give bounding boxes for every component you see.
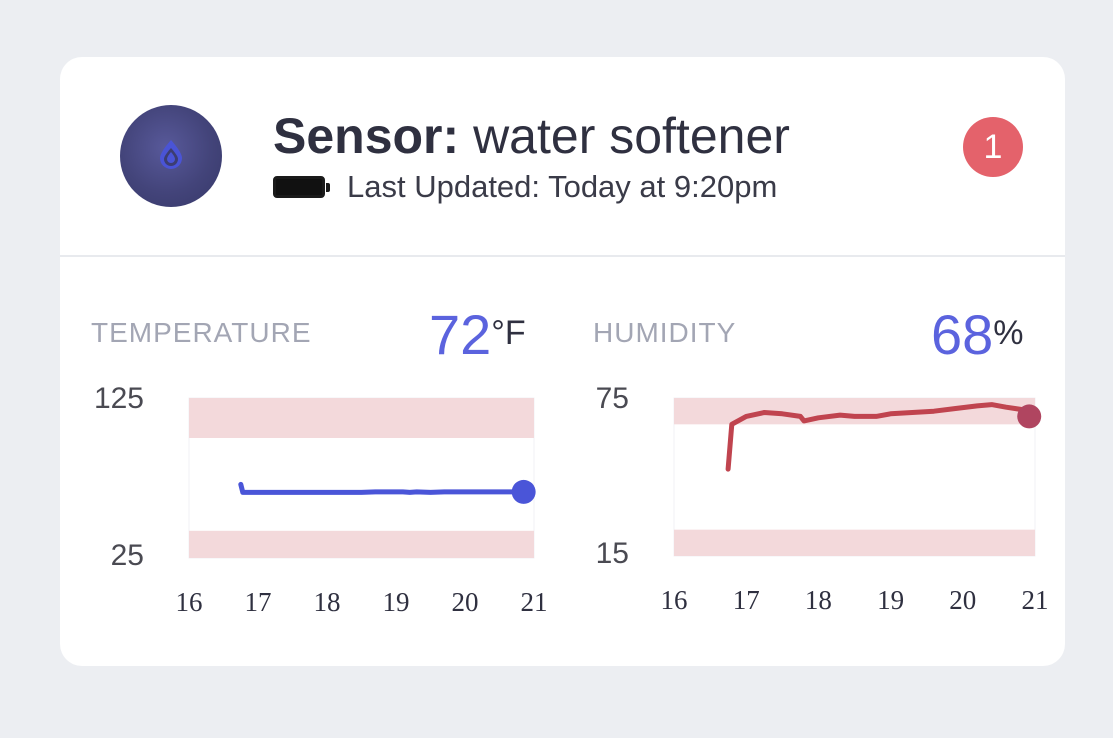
- sensor-title: Sensor: water softener: [273, 107, 790, 165]
- temperature-series-line: [238, 481, 527, 495]
- last-updated-text: Last Updated: Today at 9:20pm: [347, 169, 778, 204]
- temperature-x-tick-label: 18: [314, 587, 341, 617]
- temperature-x-tick-label: 19: [383, 587, 410, 617]
- humidity-y-tick-label: 15: [596, 537, 629, 570]
- humidity-x-tick-label: 21: [1022, 585, 1049, 615]
- humidity-range-band: [674, 398, 1035, 425]
- humidity-x-tick-label: 19: [877, 585, 904, 615]
- temperature-y-tick-label: 25: [111, 539, 144, 572]
- humidity-value-number: 68: [931, 303, 994, 366]
- humidity-chart: 75 15 16 17 18 19 20 21: [596, 382, 1049, 615]
- humidity-value: 68%: [931, 303, 1024, 380]
- humidity-x-tick-label: 16: [661, 585, 688, 615]
- temperature-y-tick-label: 125: [94, 382, 144, 415]
- temperature-label: TEMPERATURE: [91, 317, 312, 348]
- alert-count-badge[interactable]: 1: [963, 117, 1023, 177]
- temperature-x-tick-label: 21: [521, 587, 548, 617]
- humidity-series-line: [725, 402, 1032, 472]
- sensor-title-prefix: Sensor:: [273, 108, 460, 164]
- temperature-range-band: [189, 398, 534, 438]
- water-drop-icon: [153, 136, 189, 177]
- temperature-latest-point: [511, 479, 536, 504]
- temperature-x-tick-label: 20: [452, 587, 479, 617]
- humidity-x-tick-label: 18: [805, 585, 832, 615]
- sensor-avatar: [120, 105, 222, 207]
- temperature-chart: 125 25 16 17 18 19 20 21: [94, 382, 548, 617]
- sensor-card[interactable]: Sensor: water softener Last Updated: Tod…: [60, 57, 1065, 666]
- temperature-x-tick-label: 16: [176, 587, 203, 617]
- sensor-status-line: Last Updated: Today at 9:20pm: [273, 169, 777, 205]
- humidity-x-tick-label: 20: [949, 585, 976, 615]
- humidity-label: HUMIDITY: [593, 317, 737, 348]
- battery-full-icon: [273, 176, 330, 198]
- temperature-unit: °F: [491, 314, 526, 352]
- temperature-value-number: 72: [429, 303, 492, 366]
- sensor-title-name: water softener: [473, 108, 790, 164]
- humidity-range-band: [674, 529, 1035, 556]
- temperature-value: 72°F: [429, 303, 526, 380]
- temperature-range-band: [189, 530, 534, 558]
- header-divider: [60, 255, 1065, 257]
- humidity-x-tick-label: 17: [733, 585, 760, 615]
- sensor-header: Sensor: water softener Last Updated: Tod…: [60, 57, 1065, 255]
- temperature-x-tick-label: 17: [245, 587, 272, 617]
- humidity-latest-point: [1017, 404, 1042, 429]
- humidity-unit: %: [993, 314, 1024, 352]
- humidity-y-tick-label: 75: [596, 382, 629, 415]
